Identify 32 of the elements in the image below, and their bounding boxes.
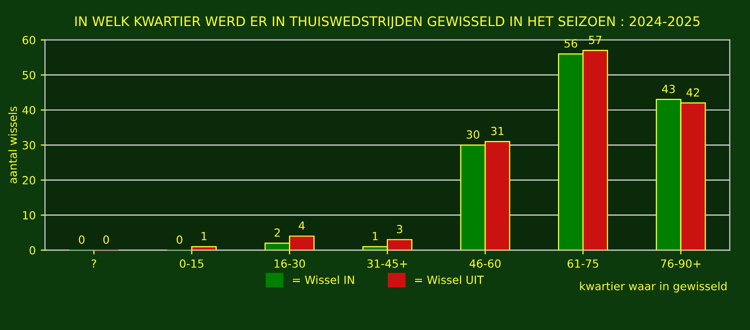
data-label: 56 bbox=[564, 39, 578, 48]
data-label: 42 bbox=[686, 88, 700, 97]
data-label: 0 bbox=[103, 235, 109, 244]
data-label: 3 bbox=[396, 224, 402, 234]
data-label: 2 bbox=[274, 228, 280, 237]
y-tick-label: 50 bbox=[22, 70, 36, 80]
data-label: 31 bbox=[491, 126, 504, 136]
data-label: 30 bbox=[466, 130, 480, 139]
x-tick-label: 46-60 bbox=[470, 259, 501, 268]
legend-label: = Wissel IN bbox=[292, 275, 354, 284]
x-tick-label: ? bbox=[92, 259, 96, 268]
legend-label: = Wissel UIT bbox=[415, 275, 484, 284]
data-label: 0 bbox=[176, 235, 182, 244]
y-tick-label: 60 bbox=[22, 36, 36, 44]
y-tick-label: 30 bbox=[22, 141, 36, 150]
y-axis-title: aantal wissels bbox=[8, 106, 17, 184]
x-tick-label: 76-90+ bbox=[660, 259, 700, 268]
x-tick-label: 16-30 bbox=[274, 259, 305, 268]
x-tick-label: 0-15 bbox=[180, 259, 204, 268]
y-tick-label: 40 bbox=[22, 106, 36, 114]
data-label: 1 bbox=[372, 232, 378, 240]
data-label: 0 bbox=[78, 235, 84, 244]
y-tick-label: 20 bbox=[22, 176, 36, 184]
y-tick-label: 0 bbox=[30, 246, 36, 255]
chart-title: IN WELK KWARTIER WERD ER IN THUISWEDSTRIJDEN GEWISSELD IN HET SEIZOEN : 2024-2025 bbox=[75, 16, 700, 29]
data-label: 1 bbox=[202, 232, 206, 240]
data-label: 43 bbox=[662, 84, 675, 94]
x-tick-label: 31-45+ bbox=[367, 259, 407, 268]
x-axis-title: kwartier waar in gewisseld bbox=[580, 282, 726, 292]
data-label: 4 bbox=[298, 222, 305, 230]
y-tick-label: 10 bbox=[23, 211, 36, 220]
x-tick-label: 61-75 bbox=[568, 259, 598, 268]
